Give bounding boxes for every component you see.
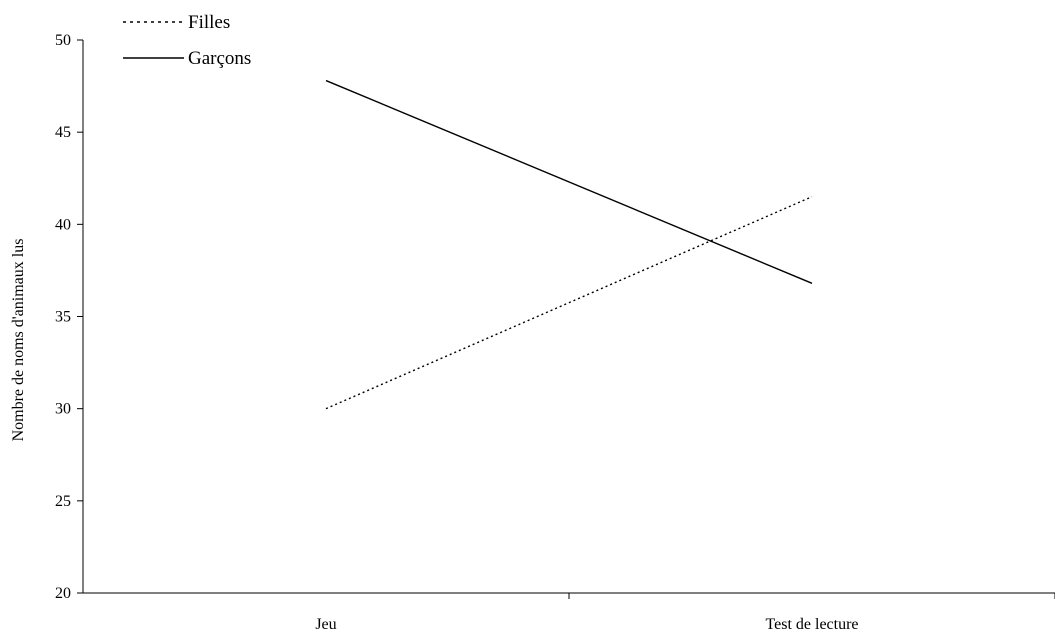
axes: 20 25 30 35 40 45 50 Jeu Test de lecture (55, 32, 1055, 632)
y-tick-label: 30 (55, 401, 71, 418)
legend-label-filles: Filles (188, 12, 230, 33)
y-axis-title: Nombre de noms d'animaux lus (10, 239, 27, 442)
legend-label-garcons: Garçons (188, 48, 251, 69)
series-line-filles (325, 196, 813, 410)
series-line-garcons (325, 79, 813, 284)
legend: Filles Garçons (123, 12, 251, 69)
y-tick-label: 45 (55, 124, 71, 141)
y-tick-label: 25 (55, 493, 71, 510)
y-tick-label: 50 (55, 32, 71, 49)
x-category-label: Test de lecture (765, 616, 858, 632)
series-layer (325, 79, 813, 410)
x-category-label: Jeu (315, 616, 336, 632)
y-tick-label: 20 (55, 585, 71, 602)
y-tick-label: 40 (55, 216, 71, 233)
y-tick-label: 35 (55, 309, 71, 326)
